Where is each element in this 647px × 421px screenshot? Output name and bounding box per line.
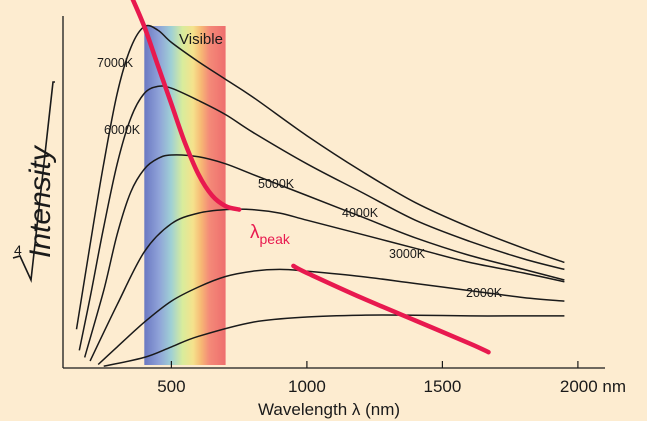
series-label-5000k: 5000K [258,177,295,191]
series-label-7000k: 7000K [97,56,134,70]
peak-label-lambda: λ [250,222,260,243]
x-tick-label-2000: 2000 nm [560,377,626,396]
curve-2000k [103,314,565,367]
curve-6000k [78,85,565,351]
series-labels: 7000K 6000K 5000K 4000K 3000K 2000K [97,56,503,300]
visible-annotation: Visible [179,31,223,48]
y-axis-label: Intensity [24,144,57,258]
radical-sign [12,81,55,283]
series-label-2000k: 2000K [466,286,503,300]
peak-wavelength-curve-upper [130,0,242,212]
peak-label-subscript: peak [260,231,291,247]
curve-5000k [83,154,565,358]
x-tick-label-1500: 1500 [423,377,461,396]
temperature-curves [75,24,565,367]
series-label-3000k: 3000K [389,247,426,261]
x-tick-label-1000: 1000 [288,377,326,396]
x-tick-label-500: 500 [157,377,185,396]
x-axis-title: Wavelength λ (nm) [258,400,400,419]
curve-3000k [97,268,565,366]
series-label-4000k: 4000K [342,206,379,220]
curve-7000k [75,24,565,330]
peak-label: λpeak [250,222,291,247]
series-label-6000k: 6000K [104,123,141,137]
peak-wavelength-curve-lower [291,263,491,355]
x-axis-ticks: 500 1000 1500 2000 nm [157,361,626,396]
curve-4000k [89,208,565,362]
root-index: 4 [14,242,22,258]
y-axis-title: 4 Intensity [12,81,57,283]
